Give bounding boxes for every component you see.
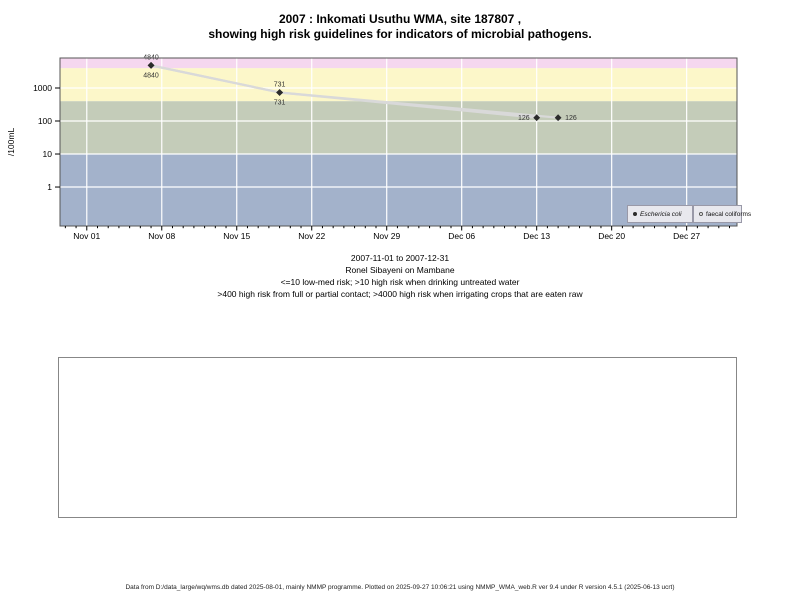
legend-entry-faecal-coliforms: faecal coliforms [693, 205, 751, 223]
point-value-label: 126 [518, 115, 530, 122]
data-point-marker [276, 89, 283, 96]
y-tick-label: 1000 [33, 83, 52, 93]
x-tick-label: Dec 06 [448, 231, 475, 241]
x-tick-label: Nov 08 [148, 231, 175, 241]
data-point-marker [147, 61, 155, 69]
x-tick-label: Nov 29 [373, 231, 400, 241]
open-circle-icon [699, 212, 703, 216]
legend-label: Eschericia coli [640, 210, 682, 218]
risk-band [60, 101, 737, 155]
point-value-label: 731 [274, 99, 286, 106]
risk-band [60, 58, 737, 69]
y-tick-label: 1 [47, 182, 52, 192]
x-tick-label: Nov 22 [298, 231, 325, 241]
point-value-label: 731 [274, 81, 286, 88]
x-tick-label: Dec 20 [598, 231, 625, 241]
data-point-marker [533, 114, 541, 122]
footer-provenance-text: Data from D:/data_large/wq/wms.db dated … [125, 584, 675, 591]
risk-band [60, 68, 737, 102]
empty-secondary-panel [58, 357, 737, 518]
point-value-label: 126 [565, 115, 577, 122]
chart-title-line1: 2007 : Inkomati Usuthu WMA, site 187807 … [278, 12, 522, 26]
caption-risk-guideline-contact: >400 high risk from full or partial cont… [217, 289, 583, 299]
x-tick-label: Nov 15 [223, 231, 250, 241]
x-tick-label: Nov 01 [73, 231, 100, 241]
caption-site-name: Ronel Sibayeni on Mambane [345, 265, 455, 275]
plot-border [59, 57, 738, 227]
caption-date-range: 2007-11-01 to 2007-12-31 [350, 253, 450, 263]
chart-title-line2: showing high risk guidelines for indicat… [208, 27, 592, 41]
legend-entry-escherichia-coli: Eschericia coli [627, 205, 693, 223]
data-point-marker [554, 114, 562, 122]
point-value-label: 4840 [143, 72, 159, 79]
legend-label: faecal coliforms [706, 210, 752, 218]
caption-risk-guideline-drinking: <=10 low-med risk; >10 high risk when dr… [280, 277, 520, 287]
filled-circle-icon [633, 212, 637, 216]
x-tick-label: Dec 13 [523, 231, 550, 241]
y-tick-label: 10 [43, 149, 53, 159]
y-tick-label: 100 [38, 116, 52, 126]
risk-band [60, 154, 737, 226]
y-axis-label: /100mL [6, 128, 16, 157]
x-tick-label: Dec 27 [673, 231, 700, 241]
